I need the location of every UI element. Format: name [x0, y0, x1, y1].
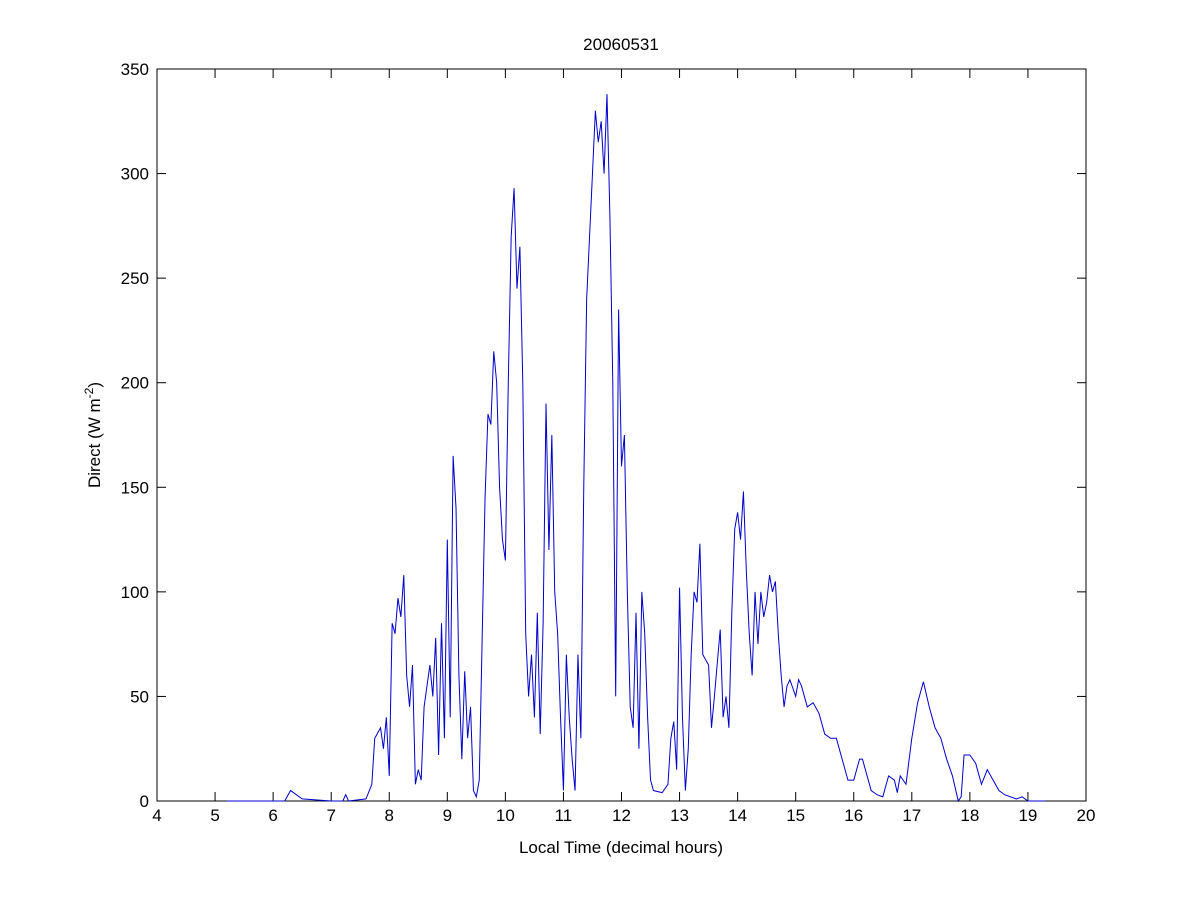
- x-tick-label: 16: [844, 806, 863, 825]
- y-label-part: ): [85, 382, 104, 388]
- x-axis-label: Local Time (decimal hours): [519, 838, 723, 857]
- x-tick-label: 8: [385, 806, 394, 825]
- data-line: [226, 94, 1046, 803]
- x-tick-label: 13: [670, 806, 689, 825]
- x-tick-label: 5: [210, 806, 219, 825]
- x-tick-label: 17: [902, 806, 921, 825]
- y-axis-label: Direct (W m-2): [82, 382, 104, 488]
- x-tick-label: 11: [555, 806, 573, 825]
- y-tick-label: 0: [140, 792, 149, 811]
- x-tick-label: 15: [786, 806, 805, 825]
- y-label-sup: -2: [82, 387, 96, 398]
- x-tick-label: 20: [1077, 806, 1096, 825]
- y-tick-label: 50: [130, 687, 149, 706]
- x-tick-label: 12: [612, 806, 631, 825]
- y-tick-label: 350: [121, 60, 149, 79]
- chart-title: 20060531: [583, 35, 659, 54]
- x-tick-label: 9: [443, 806, 452, 825]
- y-tick-label: 200: [121, 374, 149, 393]
- x-tick-label: 7: [326, 806, 335, 825]
- y-tick-label: 150: [121, 478, 149, 497]
- x-tick-label: 6: [268, 806, 277, 825]
- y-tick-label: 300: [121, 165, 149, 184]
- x-tick-label: 10: [496, 806, 515, 825]
- y-label-part: Direct (W m: [85, 398, 104, 488]
- x-tick-label: 18: [960, 806, 979, 825]
- y-tick-label: 100: [121, 583, 149, 602]
- x-tick-label: 14: [728, 806, 747, 825]
- x-tick-label: 4: [152, 806, 161, 825]
- x-tick-label: 19: [1018, 806, 1037, 825]
- y-tick-label: 250: [121, 269, 149, 288]
